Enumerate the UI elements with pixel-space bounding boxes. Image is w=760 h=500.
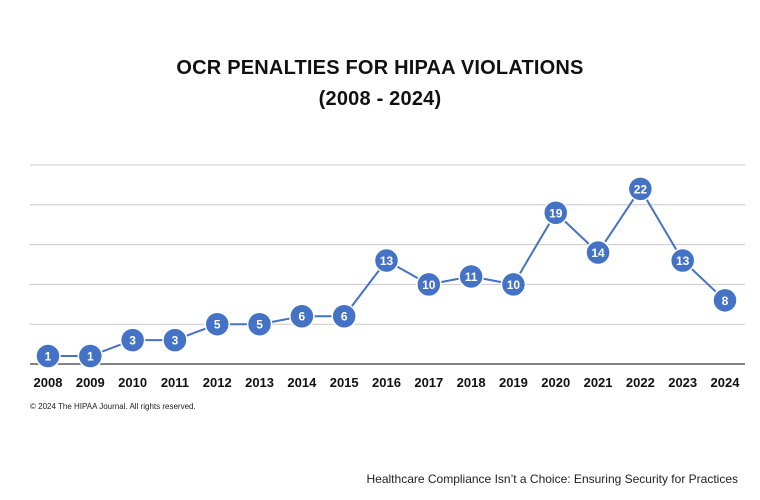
x-tick-label: 2021	[584, 375, 613, 390]
data-point	[585, 239, 611, 266]
data-point	[119, 327, 146, 353]
x-tick-label: 2015	[330, 375, 359, 390]
data-label: 5	[214, 318, 221, 332]
x-tick-label: 2009	[76, 375, 105, 390]
chart-title-line1: OCR PENALTIES FOR HIPAA VIOLATIONS	[176, 57, 584, 79]
data-point	[246, 311, 273, 337]
data-label: 13	[380, 254, 394, 268]
data-label: 1	[87, 350, 94, 364]
data-label: 8	[722, 294, 729, 308]
x-tick-label: 2024	[711, 375, 741, 390]
x-tick-label: 2010	[118, 375, 147, 390]
data-label: 13	[676, 254, 690, 268]
data-point	[373, 247, 400, 274]
footer-caption: Healthcare Compliance Isn’t a Choice: En…	[366, 472, 739, 486]
data-point	[500, 271, 527, 298]
data-point	[331, 303, 357, 329]
data-point	[543, 200, 569, 226]
data-label: 3	[172, 334, 179, 348]
data-point	[289, 303, 315, 329]
data-point	[77, 343, 104, 369]
data-point	[712, 287, 738, 314]
data-label: 14	[591, 246, 605, 260]
x-tick-label: 2019	[499, 375, 528, 390]
x-tick-label: 2017	[414, 375, 443, 390]
data-point	[458, 263, 484, 290]
data-label: 19	[549, 206, 563, 220]
x-tick-label: 2013	[245, 375, 274, 390]
x-tick-label: 2008	[34, 375, 63, 390]
x-tick-label: 2016	[372, 375, 401, 390]
data-point	[627, 176, 654, 202]
data-label: 22	[634, 182, 648, 196]
x-tick-label: 2014	[287, 375, 317, 390]
data-point	[669, 247, 696, 274]
x-tick-label: 2011	[161, 375, 189, 390]
data-label: 10	[507, 278, 521, 292]
chart-title-line2: (2008 - 2024)	[318, 88, 442, 110]
data-label: 5	[256, 318, 263, 332]
data-label: 6	[341, 310, 348, 324]
data-label: 6	[299, 310, 306, 324]
data-label: 11	[465, 270, 478, 284]
copyright-notice: © 2024 The HIPAA Journal. All rights res…	[30, 402, 196, 411]
data-label: 3	[129, 334, 136, 348]
data-point	[162, 327, 188, 353]
x-tick-label: 2012	[203, 375, 232, 390]
data-point	[416, 271, 442, 298]
x-tick-label: 2023	[668, 375, 697, 390]
data-label: 10	[422, 278, 436, 292]
x-tick-label: 2018	[457, 375, 486, 390]
data-point	[35, 343, 61, 369]
data-point	[204, 311, 230, 337]
data-label: 1	[45, 350, 52, 364]
x-tick-label: 2020	[541, 375, 570, 390]
x-tick-label: 2022	[626, 375, 655, 390]
